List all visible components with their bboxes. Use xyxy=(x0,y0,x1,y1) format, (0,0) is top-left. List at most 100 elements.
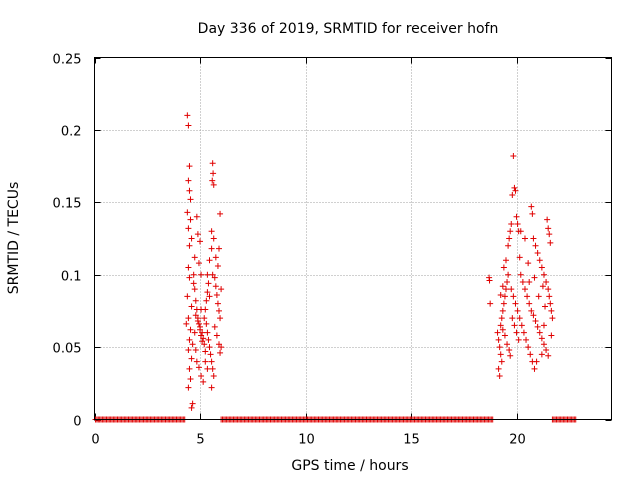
data-point xyxy=(495,365,502,372)
data-point xyxy=(212,283,219,290)
data-point xyxy=(540,341,547,348)
data-point xyxy=(511,184,518,191)
data-point xyxy=(526,300,533,307)
data-point xyxy=(512,187,519,194)
data-point xyxy=(200,335,207,342)
data-point xyxy=(531,365,538,372)
data-point xyxy=(545,286,552,293)
data-point xyxy=(191,254,198,261)
data-point xyxy=(530,235,537,242)
data-point xyxy=(198,306,205,313)
data-point xyxy=(205,336,212,343)
x-tick-label: 0 xyxy=(91,433,99,448)
data-point xyxy=(185,315,192,322)
data-point xyxy=(216,245,223,252)
data-point xyxy=(517,228,524,235)
data-point xyxy=(525,260,532,267)
data-point xyxy=(495,336,502,343)
data-point xyxy=(187,326,194,333)
data-point xyxy=(516,315,523,322)
data-point xyxy=(539,283,546,290)
data-point xyxy=(499,326,506,333)
data-point xyxy=(486,277,493,284)
data-point xyxy=(513,213,520,220)
data-point xyxy=(546,231,553,238)
data-point xyxy=(507,352,514,359)
data-point xyxy=(535,293,542,300)
data-point xyxy=(510,293,517,300)
data-point xyxy=(191,286,198,293)
x-axis-label: GPS time / hours xyxy=(291,458,408,474)
data-point xyxy=(189,341,196,348)
data-point xyxy=(538,335,545,342)
data-point xyxy=(188,404,195,411)
data-point xyxy=(208,228,215,235)
data-point xyxy=(519,278,526,285)
data-point xyxy=(192,312,199,319)
data-point xyxy=(206,257,213,264)
data-point xyxy=(545,225,552,232)
data-point xyxy=(185,384,192,391)
data-point xyxy=(209,271,216,278)
data-point xyxy=(210,170,217,177)
data-point xyxy=(499,283,506,290)
data-point xyxy=(207,351,214,358)
data-point xyxy=(186,365,193,372)
data-point xyxy=(523,336,530,343)
data-point xyxy=(206,293,213,300)
data-point xyxy=(502,286,509,293)
data-point xyxy=(504,341,511,348)
data-point xyxy=(497,291,504,298)
data-point xyxy=(501,293,508,300)
data-point xyxy=(202,348,209,355)
data-point xyxy=(543,278,550,285)
data-point xyxy=(186,187,193,194)
data-point xyxy=(534,323,541,330)
y-axis-label: SRMTID / TECUs xyxy=(6,182,22,295)
axis-ticks xyxy=(94,57,612,421)
data-point xyxy=(538,264,545,271)
data-point xyxy=(502,257,509,264)
data-point xyxy=(536,257,543,264)
data-point xyxy=(516,254,523,261)
data-point xyxy=(547,239,554,246)
data-point xyxy=(547,300,554,307)
data-point xyxy=(193,213,200,220)
data-point xyxy=(498,315,505,322)
data-point xyxy=(540,271,547,278)
data-point xyxy=(521,286,528,293)
data-point xyxy=(186,242,193,249)
data-point xyxy=(544,216,551,223)
data-point xyxy=(528,203,535,210)
data-point xyxy=(209,365,216,372)
data-point xyxy=(530,312,537,319)
data-point xyxy=(203,297,210,304)
data-point xyxy=(189,400,196,407)
data-point xyxy=(217,315,224,322)
x-tick-label: 10 xyxy=(298,433,315,448)
data-point xyxy=(201,341,208,348)
data-point xyxy=(498,358,505,365)
data-point xyxy=(497,351,504,358)
data-point xyxy=(186,274,193,281)
data-point xyxy=(213,291,220,298)
data-point xyxy=(518,322,525,329)
data-point xyxy=(195,260,202,267)
data-point xyxy=(192,297,199,304)
data-point xyxy=(204,329,211,336)
data-point xyxy=(218,344,225,351)
data-point xyxy=(202,358,209,365)
data-point xyxy=(511,322,518,329)
data-point xyxy=(505,271,512,278)
data-point xyxy=(509,192,516,199)
data-point xyxy=(545,352,552,359)
data-point xyxy=(499,307,506,314)
data-point xyxy=(534,249,541,256)
data-point xyxy=(497,322,504,329)
data-point xyxy=(193,358,200,365)
data-point xyxy=(209,160,216,167)
data-point xyxy=(198,373,205,380)
data-point xyxy=(496,373,503,380)
data-point xyxy=(533,358,540,365)
data-point xyxy=(212,254,219,261)
